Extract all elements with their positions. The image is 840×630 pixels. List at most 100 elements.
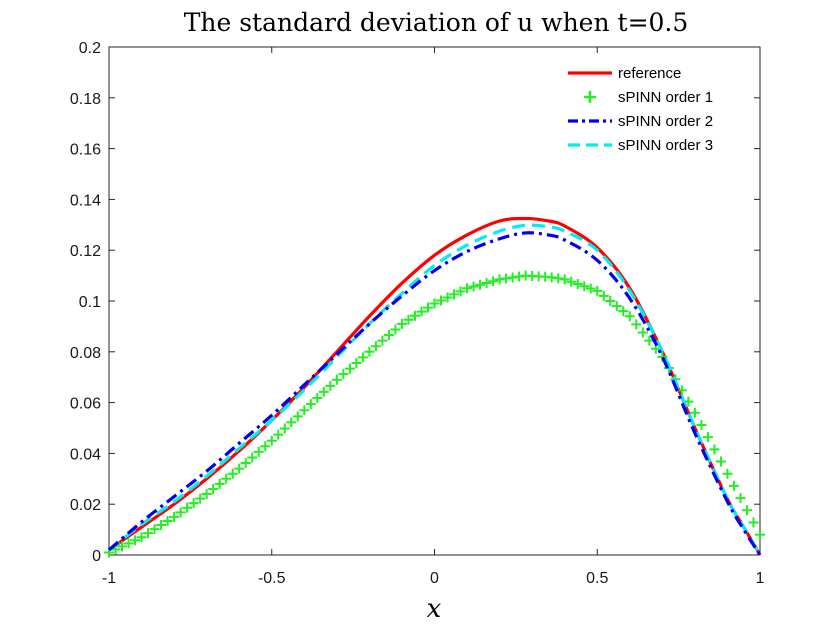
data-point-marker <box>696 419 707 430</box>
data-point-marker <box>488 276 499 287</box>
data-point-marker <box>715 456 726 467</box>
data-point-marker <box>247 452 258 463</box>
data-point-marker <box>637 327 648 338</box>
data-point-marker <box>266 435 277 446</box>
data-point-marker <box>579 281 590 292</box>
data-point-marker <box>377 335 388 346</box>
data-point-marker <box>592 285 603 296</box>
data-point-marker <box>631 319 642 330</box>
data-point-marker <box>286 417 297 428</box>
data-point-marker <box>702 432 713 443</box>
data-point-marker <box>396 318 407 329</box>
data-point-marker <box>292 411 303 422</box>
x-tick-label: -1 <box>102 570 116 587</box>
data-point-marker <box>136 532 147 543</box>
data-point-marker <box>162 515 173 526</box>
data-point-marker <box>240 458 251 469</box>
series-line-spinn-order-2 <box>107 231 762 556</box>
x-tick-label: 1 <box>756 570 765 587</box>
data-point-marker <box>546 272 557 283</box>
y-tick-label: 0.12 <box>70 243 101 260</box>
data-point-marker <box>214 478 225 489</box>
data-point-marker <box>312 393 323 404</box>
data-point-marker <box>188 498 199 509</box>
series-line-spinn-order-3 <box>108 223 762 556</box>
data-point-marker <box>344 363 355 374</box>
data-point-marker <box>390 324 401 335</box>
y-tick-label: 0.06 <box>70 396 101 413</box>
y-tick-label: 0.16 <box>70 142 101 159</box>
legend-marker-2 <box>584 91 596 103</box>
data-point-marker <box>722 468 733 479</box>
data-point-marker <box>605 296 616 306</box>
data-point-marker <box>130 535 141 546</box>
data-point-marker <box>455 286 466 297</box>
data-point-marker <box>475 279 486 290</box>
data-point-marker <box>279 423 290 434</box>
x-tick-label: -0.5 <box>258 570 286 587</box>
data-point-marker <box>735 493 746 504</box>
data-point-marker <box>351 357 362 368</box>
data-point-marker <box>318 386 329 397</box>
legend-label-3: sPINN order 2 <box>618 113 713 130</box>
legend-label-1: reference <box>618 65 681 82</box>
data-point-marker <box>273 429 284 440</box>
data-point-marker <box>462 283 473 294</box>
data-point-marker <box>728 480 739 491</box>
data-point-marker <box>123 538 134 549</box>
data-point-marker <box>156 520 167 531</box>
y-tick-label: 0.02 <box>70 497 101 514</box>
data-point-marker <box>370 341 381 352</box>
data-point-marker <box>553 273 564 284</box>
data-point-marker <box>221 473 232 484</box>
data-point-marker <box>618 306 629 317</box>
data-point-marker <box>566 276 577 287</box>
data-point-marker <box>422 302 433 313</box>
data-point-marker <box>201 489 212 500</box>
data-point-marker <box>364 346 375 357</box>
data-point-marker <box>572 278 583 289</box>
data-point-marker <box>442 292 453 303</box>
data-point-marker <box>755 529 765 540</box>
data-point-marker <box>449 289 460 300</box>
legend-label-2: sPINN order 1 <box>618 89 713 106</box>
data-point-marker <box>611 301 622 312</box>
data-point-marker <box>748 517 759 528</box>
y-tick-label: 0.14 <box>70 192 101 209</box>
data-point-marker <box>234 463 245 474</box>
data-point-marker <box>689 407 700 418</box>
data-point-marker <box>195 493 206 504</box>
data-point-marker <box>227 468 238 479</box>
data-point-marker <box>436 295 447 306</box>
y-tick-label: 0.08 <box>70 345 101 362</box>
data-point-marker <box>325 380 336 391</box>
data-point-marker <box>624 311 635 322</box>
chart-title: The standard deviation of u when t=0.5 <box>184 8 689 37</box>
data-point-marker <box>741 505 752 516</box>
x-axis-label: x <box>427 594 442 624</box>
data-point-marker <box>169 511 180 522</box>
data-point-marker <box>468 281 479 292</box>
data-point-marker <box>260 441 271 452</box>
data-point-marker <box>305 399 316 410</box>
data-point-marker <box>253 446 264 457</box>
data-point-marker <box>331 374 342 385</box>
data-point-marker <box>559 274 570 285</box>
data-point-marker <box>481 277 492 288</box>
y-tick-label: 0 <box>92 548 101 565</box>
data-point-marker <box>429 298 440 309</box>
data-point-marker <box>416 306 427 317</box>
data-point-marker <box>182 502 193 513</box>
x-tick-label: 0.5 <box>586 570 608 587</box>
data-point-marker <box>383 330 394 341</box>
data-point-marker <box>709 444 720 455</box>
y-tick-label: 0.18 <box>70 91 101 108</box>
data-point-marker <box>208 483 219 494</box>
data-point-marker <box>299 405 310 416</box>
data-point-marker <box>598 290 609 301</box>
data-point-marker <box>409 310 420 321</box>
data-point-marker <box>117 541 128 552</box>
legend: reference sPINN order 1 sPINN order 2 sPINN… <box>568 65 713 154</box>
legend-label-4: sPINN order 3 <box>618 137 713 154</box>
